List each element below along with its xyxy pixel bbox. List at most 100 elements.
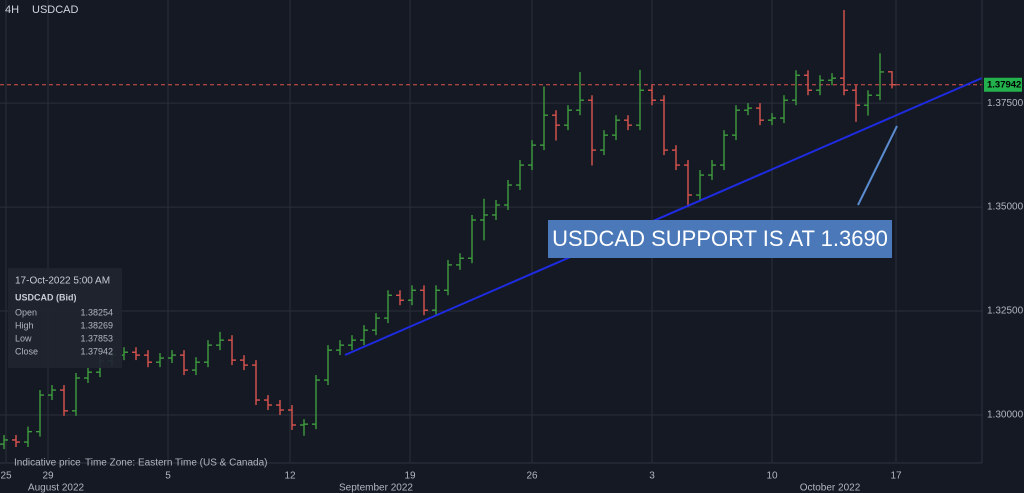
last-price-label: 1.37942 [987, 79, 1021, 90]
ohlc-bar [708, 160, 716, 181]
ohlc-bar [300, 419, 308, 436]
info-datetime: 17-Oct-2022 5:00 AM [15, 276, 110, 287]
ohlc-bar [840, 9, 848, 96]
ohlc-bar [240, 355, 248, 371]
info-box: 17-Oct-2022 5:00 AM USDCAD (Bid) Open Hi… [8, 268, 122, 368]
month-label: August 2022 [28, 483, 85, 493]
info-label: Open [15, 307, 37, 317]
axes: 1.30000 1.32500 1.35000 1.37500 25 29 5 12 19 26 3… [0, 77, 1024, 493]
ohlc-bar [216, 331, 224, 351]
ohlc-bar [12, 434, 20, 448]
bars [0, 9, 896, 450]
ohlc-bar [516, 160, 524, 191]
ohlc-bar [540, 86, 548, 151]
last-price-box [984, 77, 1022, 92]
ohlc-bar [816, 75, 824, 96]
y-tick-label: 1.30000 [987, 410, 1024, 421]
info-value: 1.37853 [80, 333, 113, 343]
ohlc-bar [684, 160, 692, 208]
month-label: September 2022 [339, 483, 413, 493]
info-label: High [15, 320, 34, 330]
ohlc-bar [60, 385, 68, 416]
ohlc-bar [636, 69, 644, 131]
info-value: 1.37942 [80, 346, 113, 356]
y-tick-label: 1.35000 [987, 202, 1024, 213]
x-tick-label: 10 [766, 471, 778, 482]
ohlc-bar [768, 113, 776, 126]
ohlc-bar [492, 200, 500, 220]
ohlc-bar [480, 198, 488, 241]
time-axis-area [0, 463, 1024, 493]
x-tick-label: 5 [165, 471, 171, 482]
symbol: USDCAD [32, 4, 79, 16]
callout-text: USDCAD SUPPORT IS AT 1.3690 [552, 226, 888, 251]
x-tick-label: 3 [649, 471, 655, 482]
ohlc-bar [432, 285, 440, 316]
ohlc-bar [780, 95, 788, 124]
ohlc-bar [804, 70, 812, 96]
ohlc-bar [204, 340, 212, 368]
ohlc-bar [348, 335, 356, 351]
ohlc-bar [648, 85, 656, 106]
month-label: October 2022 [800, 483, 861, 493]
ohlc-bar [756, 103, 764, 126]
ohlc-bar [72, 373, 80, 416]
x-tick-label: 26 [526, 471, 538, 482]
ohlc-bar [888, 71, 896, 89]
ohlc-bar [528, 140, 536, 171]
info-label: Low [15, 333, 32, 343]
ohlc-bar [720, 130, 728, 171]
x-tick-label: 19 [404, 471, 416, 482]
ohlc-bar [660, 95, 668, 156]
info-label: Close [15, 346, 38, 356]
ohlc-bar [624, 115, 632, 131]
ohlc-bar [600, 130, 608, 156]
x-tick-label: 29 [42, 471, 54, 482]
ohlc-bar [372, 313, 380, 336]
ohlc-bar [852, 85, 860, 122]
ohlc-bar [384, 290, 392, 324]
info-instrument: USDCAD (Bid) [15, 292, 77, 302]
ohlc-bar [504, 180, 512, 210]
y-tick-label: 1.32500 [987, 306, 1024, 317]
ohlc-bar [144, 350, 152, 368]
ohlc-bar [180, 350, 188, 376]
ohlc-bar [168, 350, 176, 364]
timeframe: 4H [5, 4, 19, 16]
ohlc-bar [252, 360, 260, 406]
ohlc-bar [48, 385, 56, 401]
ohlc-bar [192, 357, 200, 376]
ohlc-bar [828, 73, 836, 86]
info-value: 1.38254 [80, 307, 113, 317]
callout-pointer [857, 125, 898, 206]
ohlc-bar [468, 214, 476, 264]
ohlc-bar [672, 145, 680, 171]
ohlc-bar [360, 325, 368, 346]
info-value: 1.38269 [80, 320, 113, 330]
y-tick-label: 1.37500 [987, 98, 1024, 109]
ohlc-bar [36, 390, 44, 437]
ohlc-bar [156, 353, 164, 368]
ohlc-bar [396, 290, 404, 306]
ohlc-bar [312, 375, 320, 430]
footer-timezone: Time Zone: Eastern Time (US & Canada) [85, 458, 267, 469]
support-trend-line [344, 77, 983, 356]
ohlc-bar [732, 105, 740, 141]
ohlc-bar [552, 110, 560, 141]
x-tick-label: 12 [284, 471, 296, 482]
ohlc-bar [444, 259, 452, 296]
ohlc-bar [456, 253, 464, 270]
ohlc-bar [612, 115, 620, 141]
ohlc-bar [588, 95, 596, 166]
ohlc-bar [84, 367, 92, 383]
ohlc-bar [264, 395, 272, 411]
ohlc-bar [564, 105, 572, 131]
ohlc-bar [408, 285, 416, 306]
ohlc-bar [696, 170, 704, 201]
info-box-bg [8, 268, 122, 368]
x-tick-label: 25 [0, 471, 12, 482]
ohlc-bar [324, 345, 332, 386]
footer-note: Indicative price [14, 458, 81, 469]
